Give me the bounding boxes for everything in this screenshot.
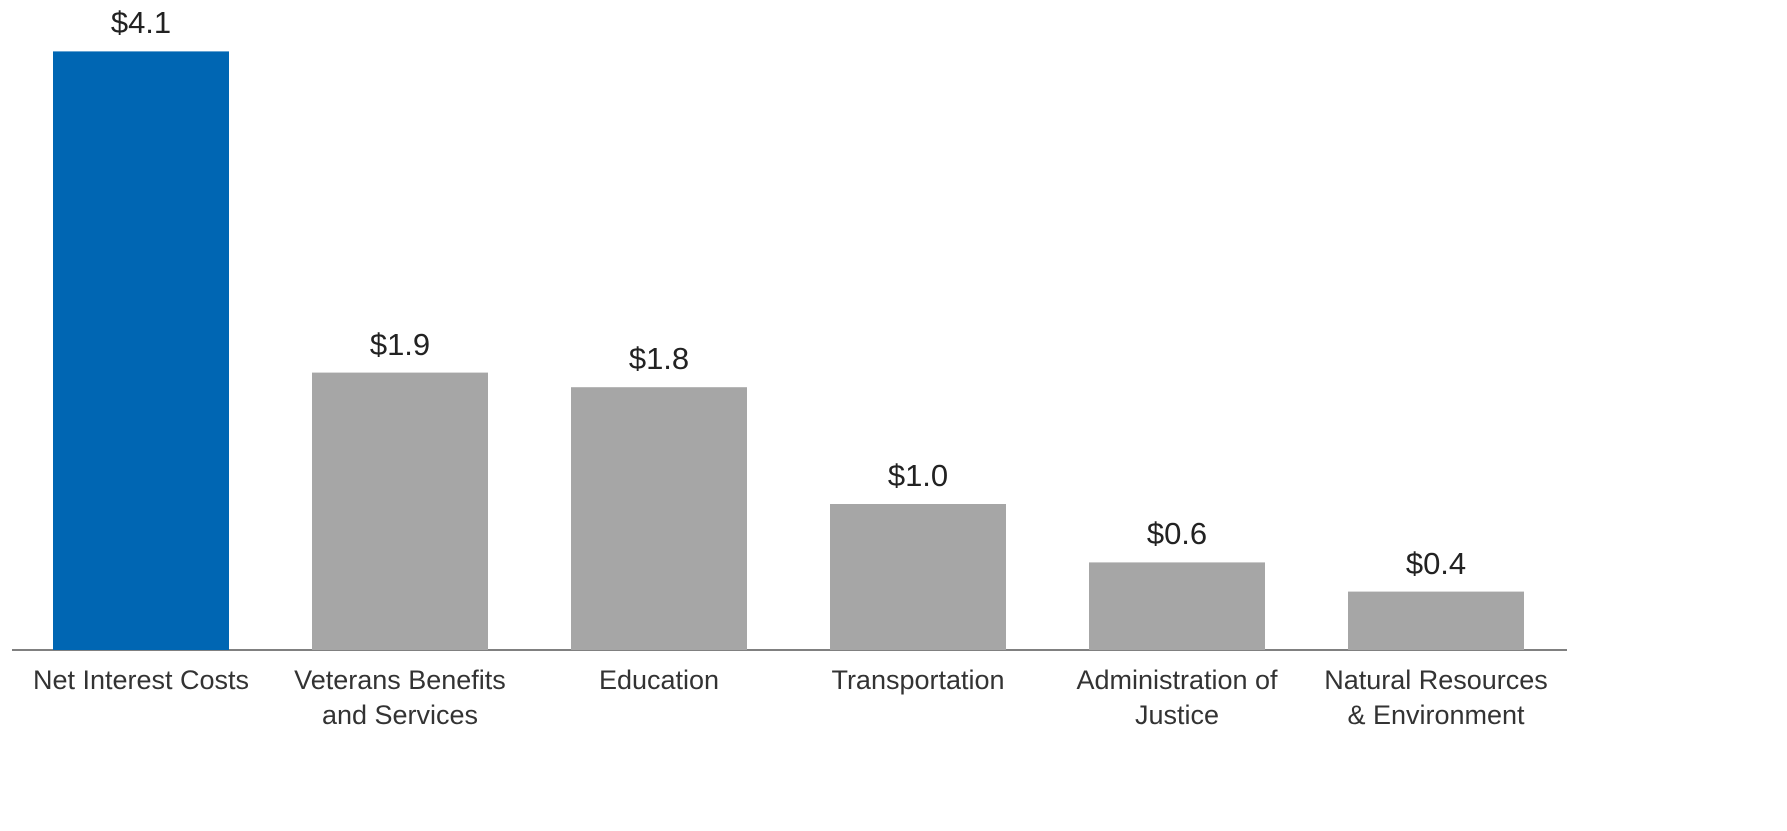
bar [571, 387, 747, 650]
x-tick-label: Transportation [831, 665, 1005, 695]
value-label: $1.8 [628, 341, 690, 377]
x-tick-label: Administration of Justice [1076, 665, 1278, 730]
bar [1089, 562, 1265, 650]
x-tick-label: Net Interest Costs [32, 665, 250, 695]
bar [830, 504, 1006, 650]
bar [53, 51, 229, 650]
x-tick-label: Veterans Benefits and Services [294, 665, 506, 730]
value-label: $0.6 [1146, 516, 1208, 552]
bar [1348, 591, 1524, 650]
value-label: $1.9 [369, 326, 431, 362]
x-tick-label: Natural Resources & Environment [1324, 665, 1548, 730]
bar [312, 372, 488, 650]
value-label: $1.0 [887, 458, 949, 493]
value-label: $4.1 [110, 5, 172, 41]
value-label: $0.4 [1405, 545, 1467, 581]
x-tick-label: Education [598, 665, 720, 695]
